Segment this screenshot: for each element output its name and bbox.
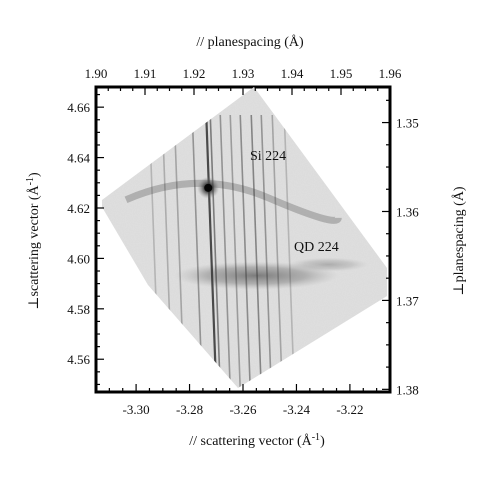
left-tick-label: 4.58 — [67, 302, 90, 317]
streak-line — [260, 114, 273, 388]
left-tick-label: 4.64 — [67, 151, 90, 166]
top-tick-label: 1.93 — [232, 66, 255, 81]
si-peak-core — [204, 183, 213, 192]
top-tick-label: 1.96 — [379, 66, 402, 81]
left-tick-label: 4.60 — [67, 251, 90, 266]
bottom-axis-title: // scattering vector (Å-1) — [189, 432, 325, 450]
streak-line — [250, 114, 263, 388]
streak-line — [205, 114, 218, 388]
right-axis-title: ⊥planespacing (Å) — [451, 186, 467, 296]
right-tick-label: 1.35 — [396, 116, 419, 131]
axis-labels: -3.30 -3.28 -3.26 -3.24 -3.22 1.90 1.91 1.92 1.9… — [67, 66, 419, 417]
bottom-tick-label: -3.26 — [229, 402, 257, 417]
qd-band-tail — [288, 257, 369, 272]
si-arc — [124, 179, 342, 224]
axis-ticks — [95, 87, 391, 392]
top-tick-label: 1.95 — [330, 66, 353, 81]
annotation-qd-224: QD 224 — [294, 240, 339, 255]
streak-line — [229, 114, 242, 388]
right-tick-label: 1.37 — [396, 293, 419, 308]
annotation-si-224: Si 224 — [250, 149, 286, 164]
streak-line — [283, 114, 296, 388]
streak-line — [271, 114, 284, 388]
top-tick-label: 1.92 — [183, 66, 206, 81]
right-tick-label: 1.36 — [396, 204, 419, 219]
right-tick-label: 1.38 — [396, 382, 419, 397]
left-axis-title: ⊥scattering vector (Å-1) — [25, 172, 43, 310]
streak-line — [219, 114, 232, 388]
streak-line — [191, 114, 204, 388]
bottom-tick-label: -3.24 — [283, 402, 311, 417]
left-tick-label: 4.66 — [67, 100, 90, 115]
top-tick-label: 1.94 — [281, 66, 304, 81]
top-axis-title: // planespacing (Å) — [196, 34, 304, 50]
top-tick-label: 1.90 — [85, 66, 108, 81]
left-tick-label: 4.62 — [67, 201, 90, 216]
top-tick-label: 1.91 — [134, 66, 157, 81]
bottom-tick-label: -3.22 — [336, 402, 363, 417]
streak-line — [239, 114, 252, 388]
bottom-tick-label: -3.28 — [176, 402, 203, 417]
streak-line — [209, 114, 222, 388]
bottom-tick-label: -3.30 — [123, 402, 150, 417]
left-tick-label: 4.56 — [67, 352, 90, 367]
